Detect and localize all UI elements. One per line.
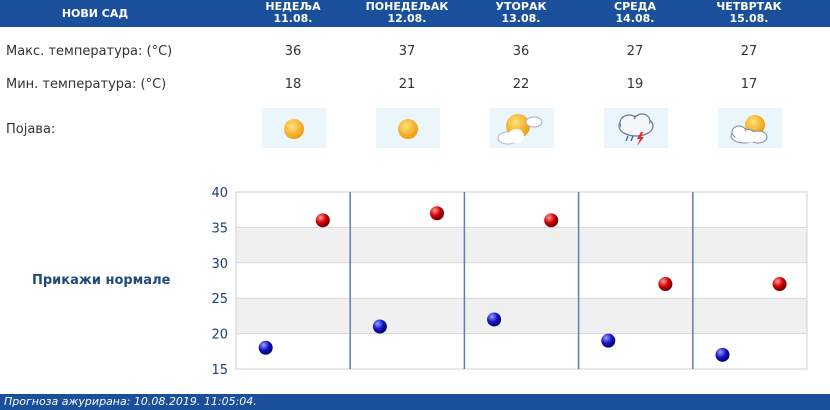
day-date: 13.08.	[501, 12, 541, 25]
grid-band	[236, 227, 807, 263]
footer-bar: Прогноза ажурирана: 10.08.2019. 11:05:04…	[0, 394, 830, 410]
day-name: НЕДЕЉА	[265, 0, 321, 13]
min-temp-value: 22	[512, 77, 530, 92]
phenomenon-label: Појава:	[6, 122, 56, 137]
min-temp-point	[715, 347, 730, 362]
min-temp-value: 21	[398, 77, 416, 92]
sun-cloud-icon	[490, 108, 554, 148]
max-temp-point	[429, 206, 444, 221]
temperature-chart: 40 35 30 25 20 15	[211, 186, 808, 378]
min-temp-value: 19	[626, 77, 644, 92]
min-temp-point	[601, 333, 616, 348]
grid-band	[236, 298, 807, 334]
max-temp-value: 27	[626, 44, 644, 59]
day-name: ПОНЕДЕЉАК	[365, 0, 449, 13]
max-temp-label: Макс. температура: (°C)	[6, 44, 173, 59]
sun-icon	[376, 108, 440, 148]
y-tick-label: 25	[211, 292, 228, 307]
max-temp-point	[315, 213, 330, 228]
max-temp-point	[544, 213, 559, 228]
y-tick-label: 20	[211, 328, 228, 343]
min-temp-value: 17	[740, 77, 758, 92]
max-temp-point	[658, 277, 673, 292]
day-name: УТОРАК	[495, 0, 547, 13]
plot-border	[235, 191, 808, 370]
day-header-5: ЧЕТВРТАК 15.08.	[692, 1, 806, 25]
day-header-1: НЕДЕЉА 11.08.	[236, 1, 350, 25]
min-temp-value: 18	[284, 77, 302, 92]
sun-cloud-icon	[718, 108, 782, 148]
day-date: 14.08.	[615, 12, 655, 25]
max-temp-value: 36	[284, 44, 302, 59]
day-header-3: УТОРАК 13.08.	[464, 1, 578, 25]
max-temp-value: 27	[740, 44, 758, 59]
day-date: 12.08.	[387, 12, 427, 25]
y-tick-label: 40	[211, 186, 228, 201]
min-temp-point	[258, 340, 273, 355]
day-date: 15.08.	[729, 12, 769, 25]
max-temp-point	[772, 277, 787, 292]
day-name: ЧЕТВРТАК	[716, 0, 782, 13]
max-temp-value: 36	[512, 44, 530, 59]
city-name: НОВИ САД	[61, 7, 129, 20]
min-temp-point	[372, 319, 387, 334]
forecast-updated-text: Прогноза ажурирана: 10.08.2019. 11:05:04…	[4, 395, 257, 408]
day-header-4: СРЕДА 14.08.	[578, 1, 692, 25]
y-tick-label: 35	[211, 221, 228, 236]
show-normals-link[interactable]: Прикажи нормале	[32, 273, 171, 288]
min-temp-label: Мин. температура: (°C)	[6, 77, 167, 92]
day-header-2: ПОНЕДЕЉАК 12.08.	[350, 1, 464, 25]
max-temp-value: 37	[398, 44, 416, 59]
day-name: СРЕДА	[614, 0, 656, 13]
y-tick-label: 30	[211, 257, 228, 272]
storm-cloud-icon	[604, 108, 668, 148]
day-date: 11.08.	[273, 12, 313, 25]
y-tick-label: 15	[211, 363, 228, 378]
sun-icon	[262, 108, 326, 148]
min-temp-point	[487, 312, 502, 327]
forecast-header: НОВИ САД НЕДЕЉА 11.08. ПОНЕДЕЉАК 12.08. …	[0, 0, 830, 27]
